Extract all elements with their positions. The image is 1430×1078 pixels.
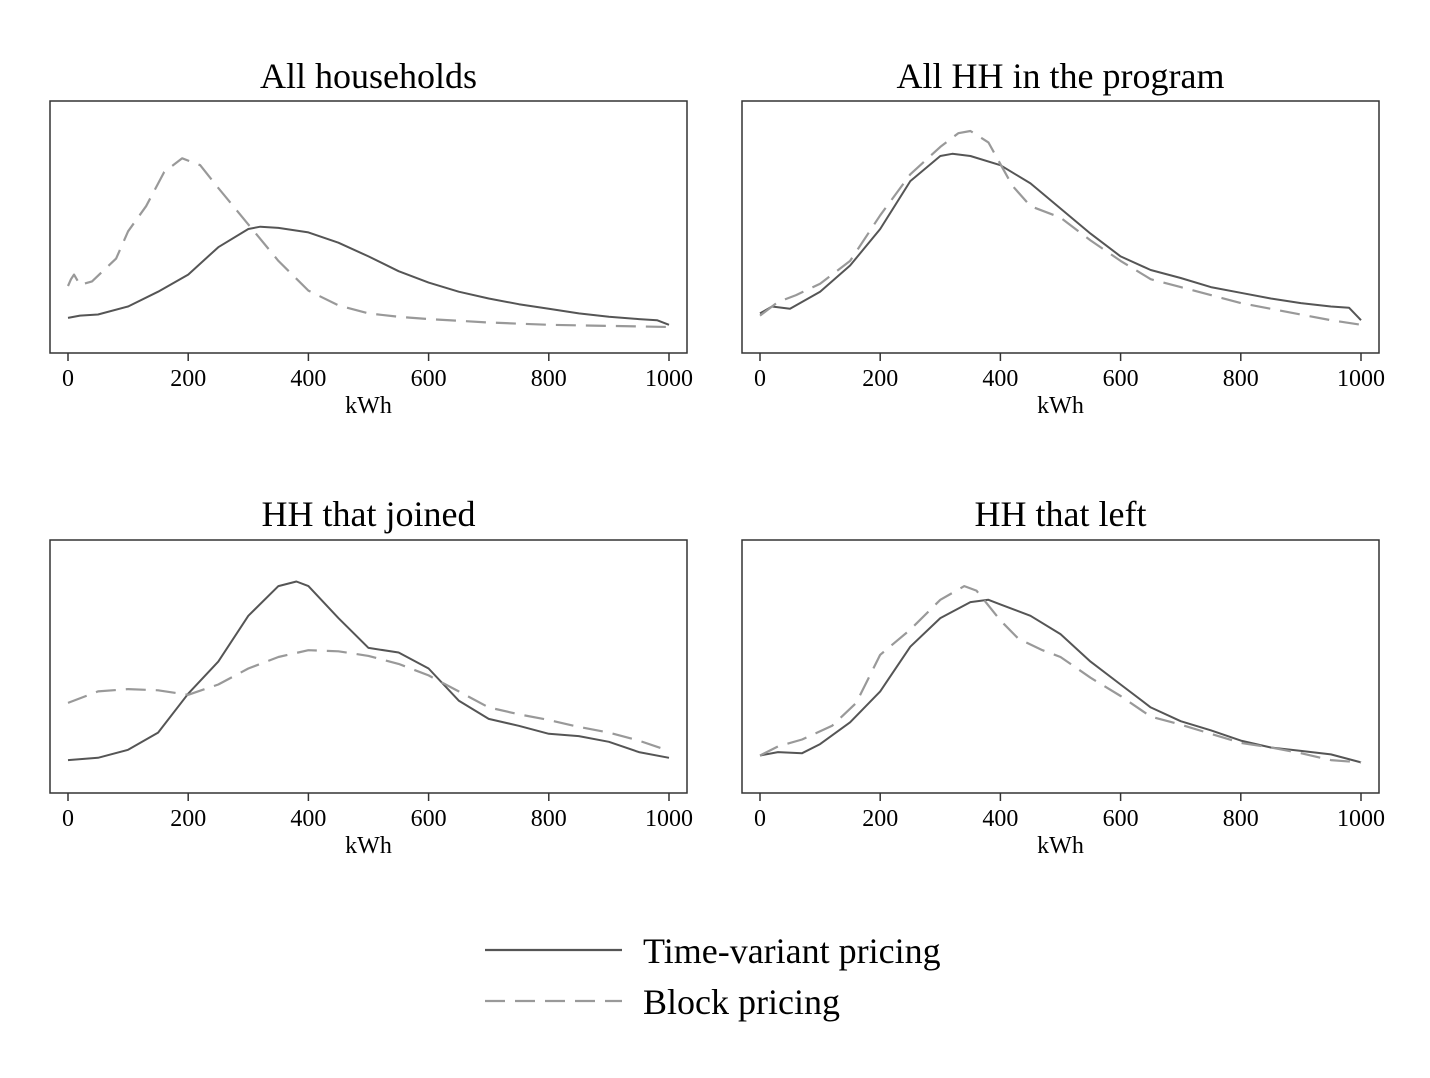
x-tick-label: 1000 — [1337, 366, 1385, 392]
x-tick-label: 0 — [62, 366, 74, 392]
x-tick-label: 0 — [754, 366, 766, 392]
panel-1: All households 0 200 400 600 800 1000 kWh — [49, 56, 693, 419]
legend-label: Time-variant pricing — [643, 931, 941, 971]
panel-title: All households — [260, 56, 477, 96]
plot-frame — [741, 539, 1380, 794]
x-tick-label: 600 — [411, 366, 447, 392]
x-tick-label: 800 — [1223, 366, 1259, 392]
block-pricing-line — [759, 129, 1362, 326]
x-tick-label: 600 — [1103, 366, 1139, 392]
x-tick-label: 600 — [411, 806, 447, 832]
panel-title: HH that left — [975, 494, 1147, 534]
plot-frame — [49, 100, 688, 354]
x-axis-label: kWh — [345, 833, 392, 859]
x-tick-label: 1000 — [1337, 806, 1385, 832]
x-tick-label: 400 — [982, 806, 1018, 832]
x-tick-label: 200 — [170, 806, 206, 832]
plot-frame — [741, 100, 1380, 354]
x-tick-label: 0 — [62, 806, 74, 832]
x-tick-label: 400 — [290, 366, 326, 392]
x-axis-label: kWh — [1037, 393, 1084, 419]
legend-label: Block pricing — [643, 982, 840, 1022]
block-pricing-line — [67, 649, 670, 752]
x-axis-label: kWh — [1037, 833, 1084, 859]
plot-frame — [49, 539, 688, 794]
x-tick-label: 800 — [1223, 806, 1259, 832]
panel-title: All HH in the program — [897, 56, 1225, 96]
x-tick-label: 800 — [531, 806, 567, 832]
legend: Time-variant pricing Block pricing — [485, 931, 941, 1022]
x-tick-label: 600 — [1103, 806, 1139, 832]
x-tick-label: 0 — [754, 806, 766, 832]
x-tick-label: 200 — [170, 366, 206, 392]
panel-4: HH that left 0 200 400 600 800 1000 kWh — [741, 494, 1385, 859]
x-tick-label: 1000 — [645, 366, 693, 392]
time-variant-pricing-line — [759, 152, 1362, 321]
x-tick-label: 400 — [982, 366, 1018, 392]
x-tick-label: 200 — [862, 366, 898, 392]
legend-item: Time-variant pricing — [485, 931, 941, 971]
legend-item: Block pricing — [485, 982, 840, 1022]
block-pricing-line — [759, 585, 1362, 764]
x-tick-label: 200 — [862, 806, 898, 832]
panel-2: All HH in the program 0 200 400 600 800 1000 kW… — [741, 56, 1385, 419]
time-variant-pricing-line — [67, 225, 670, 326]
x-tick-label: 400 — [290, 806, 326, 832]
block-pricing-line — [66, 157, 670, 329]
panel-title: HH that joined — [262, 494, 476, 534]
time-variant-pricing-line — [759, 598, 1362, 764]
x-tick-label: 1000 — [645, 806, 693, 832]
time-variant-pricing-line — [67, 580, 670, 762]
panel-3: HH that joined 0 200 400 600 800 1000 kWh — [49, 494, 693, 859]
x-axis-label: kWh — [345, 393, 392, 419]
x-tick-label: 800 — [531, 366, 567, 392]
